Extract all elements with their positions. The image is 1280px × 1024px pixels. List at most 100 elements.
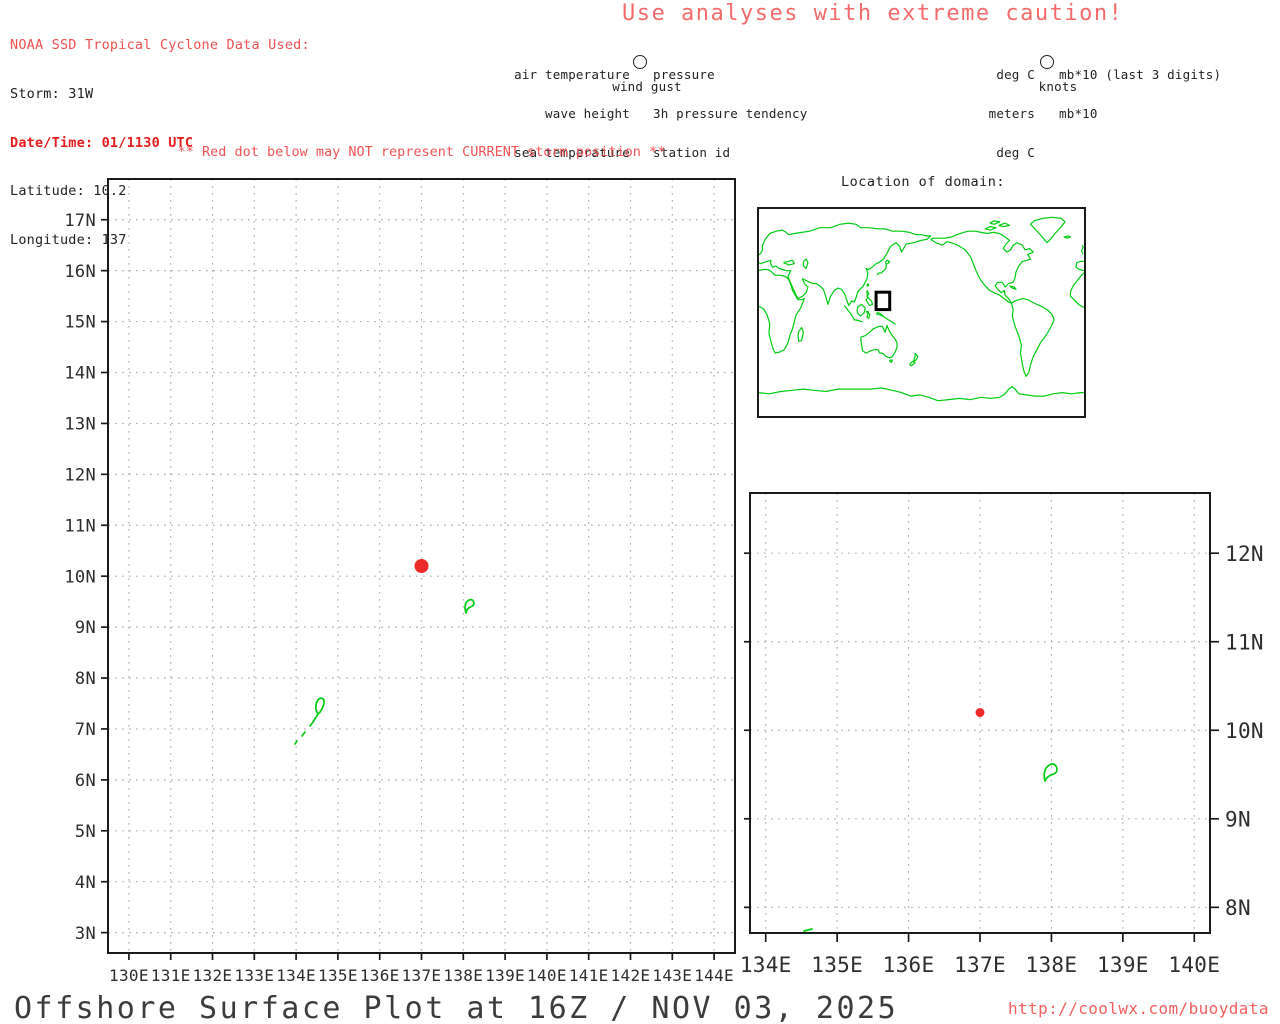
main-plot-y-tick-label: 10N [64, 567, 96, 587]
longitude-line: Longitude: 137 [10, 231, 127, 248]
main-plot-y-tick-label: 14N [64, 364, 96, 384]
datetime-line: Date/Time: 01/1130 UTC [10, 134, 194, 151]
units-legend-knots: knots [1038, 78, 1078, 94]
zoom-plot-y-tick-label: 8N [1225, 896, 1251, 920]
world-map-coastline [998, 222, 1011, 228]
world-map-coastline [856, 303, 866, 317]
main-plot-x-tick-label: 138E [443, 966, 483, 985]
zoom-plot-x-tick-label: 139E [1097, 953, 1149, 977]
world-map-coastline [860, 324, 898, 359]
main-plot-y-tick-label: 6N [75, 771, 96, 791]
world-map-coastline [912, 352, 919, 362]
world-map-coastline [876, 263, 887, 276]
units-pressure-tendency: mb*10 [1059, 105, 1098, 121]
main-plot-border [107, 178, 736, 954]
main-plot-x-tick-label: 144E [694, 966, 734, 985]
world-map-coastline [757, 386, 1085, 402]
world-map-coastline [865, 290, 874, 307]
main-plot-x-tick-label: 142E [611, 966, 651, 985]
world-map-coastline [930, 238, 1012, 304]
units-legend-right-column: mb*10 (last 3 digits) mb*10 [1059, 42, 1221, 147]
main-plot-x-tick-label: 130E [109, 966, 149, 985]
zoom-plot-x-tick-label: 136E [883, 953, 935, 977]
zoom-plot-y-tick-label: 11N [1225, 630, 1264, 654]
world-map-coastline [843, 305, 855, 320]
main-plot-y-tick-label: 16N [64, 262, 96, 282]
world-map-coastline [1009, 285, 1017, 290]
buoydata-link[interactable]: http://coolwx.com/buoydata [1008, 999, 1269, 1018]
station-legend-pressure-tendency: 3h pressure tendency [653, 105, 808, 121]
world-map-coastline [757, 268, 805, 354]
zoom-plot-x-tick-label: 135E [811, 953, 863, 977]
zoom-plot-storm-position-dot [975, 708, 985, 718]
world-map-coastline [1075, 260, 1085, 272]
units-air-temperature: deg C [996, 66, 1035, 82]
units-legend-left-column: deg C meters deg C [855, 42, 1035, 186]
zoom-plot-y-tick-label: 9N [1225, 807, 1251, 831]
world-map-coastline [757, 222, 932, 307]
palau-islands-outline-main [294, 697, 325, 745]
world-map-coastline [875, 311, 896, 325]
world-map-coastline [866, 283, 870, 287]
units-sea-temperature: deg C [996, 145, 1035, 161]
main-plot-x-tick-label: 139E [485, 966, 525, 985]
noaa-data-line: NOAA SSD Tropical Cyclone Data Used: [10, 37, 310, 54]
world-map-coastline [889, 359, 893, 363]
world-map-coastline [984, 226, 997, 231]
main-plot-y-tick-label: 8N [75, 669, 96, 689]
world-map-coastline [1010, 298, 1055, 377]
main-plot-y-tick-label: 5N [75, 822, 96, 842]
zoom-plot-x-tick-label: 138E [1026, 953, 1078, 977]
main-plot-x-tick-label: 141E [569, 966, 609, 985]
main-plot-y-tick-label: 12N [64, 465, 96, 485]
main-plot-y-tick-label: 9N [75, 618, 96, 638]
world-map-coastline [909, 360, 916, 367]
zoom-plot-border [749, 492, 1211, 934]
station-circle-icon [633, 55, 647, 69]
page-title: Offshore Surface Plot at 16Z / NOV 03, 2… [14, 991, 899, 1024]
zoom-plot-x-tick-label: 140E [1168, 953, 1220, 977]
station-legend-wave-height: wave height [545, 105, 630, 121]
world-map-coastline [1080, 244, 1084, 255]
storm-info-block: NOAA SSD Tropical Cyclone Data Used: Sto… [10, 5, 310, 280]
main-plot-x-tick-label: 131E [151, 966, 191, 985]
yap-island-outline-main [464, 598, 475, 614]
world-map-coastline [783, 259, 795, 266]
zoom-plot-y-tick-label: 10N [1225, 719, 1264, 743]
latitude-line: Latitude: 10.2 [10, 183, 127, 200]
station-legend-right-column: pressure 3h pressure tendency station id [653, 42, 808, 186]
units-pressure: mb*10 (last 3 digits) [1059, 66, 1222, 82]
main-plot-y-tick-label: 11N [64, 516, 96, 536]
main-plot-y-tick-label: 7N [75, 720, 96, 740]
yap-island-outline-zoom [1043, 763, 1058, 782]
storm-position-warning: ** Red dot below may NOT represent CURRE… [177, 144, 666, 160]
units-wave-height: meters [988, 105, 1035, 121]
main-plot-y-tick-label: 15N [64, 313, 96, 333]
domain-rectangle [874, 290, 892, 312]
world-map-title: Location of domain: [841, 174, 1005, 190]
palau-tip-outline-zoom [803, 928, 813, 932]
station-legend-pressure: pressure [653, 66, 715, 82]
main-plot-x-tick-label: 140E [527, 966, 567, 985]
zoom-plot-y-tick-label: 12N [1225, 542, 1264, 566]
main-plot-x-tick-label: 133E [234, 966, 274, 985]
main-plot-y-tick-label: 17N [64, 211, 96, 231]
zoom-plot-x-tick-label: 134E [740, 953, 792, 977]
world-map-coastline [930, 230, 1034, 304]
station-legend-sea-temperature: sea temperature [514, 145, 630, 161]
world-map-coastline [884, 259, 891, 265]
main-plot-storm-position-dot [414, 559, 429, 573]
world-map-coastline [1029, 216, 1066, 244]
world-map-coastline [797, 327, 804, 343]
main-plot-x-tick-label: 132E [193, 966, 233, 985]
station-legend-station-id: station id [653, 145, 731, 161]
station-legend-wind-gust: wind gust [612, 78, 682, 94]
world-map-coastline [865, 310, 871, 319]
main-plot-y-tick-label: 4N [75, 873, 96, 893]
world-map-border [757, 207, 1086, 418]
units-circle-icon [1040, 55, 1054, 69]
world-map-coastline [853, 318, 863, 323]
zoom-plot-x-tick-label: 137E [954, 953, 1006, 977]
